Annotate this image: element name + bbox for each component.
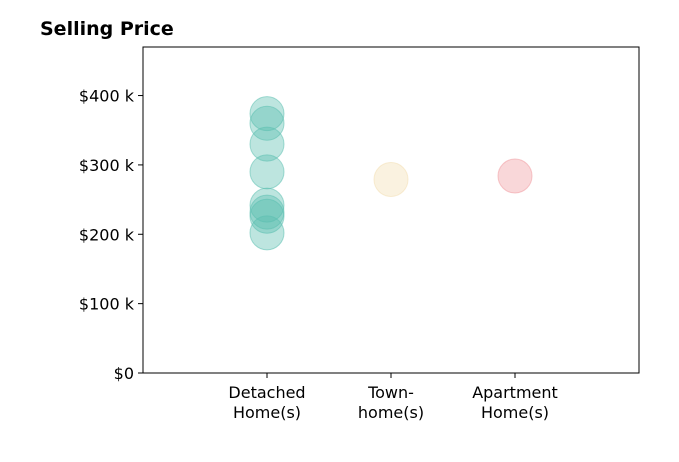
y-tick-label: $400 k (79, 87, 135, 106)
x-tick-label: Detached Home(s) (228, 383, 305, 422)
x-tick-label-line: Apartment (472, 383, 558, 402)
y-tick-label: $200 k (79, 225, 135, 244)
x-axis: Detached Home(s)Town-home(s)Apartment Home… (228, 373, 558, 422)
data-point (249, 194, 285, 230)
y-axis: $0 $100 k $200 k $300 k $400 k (79, 87, 143, 383)
data-point (249, 105, 285, 141)
data-point (249, 126, 285, 162)
data-point (249, 187, 285, 223)
plot-frame (142, 46, 640, 374)
chart-title: Selling Price (40, 18, 174, 40)
x-tick-label-line: home(s) (358, 403, 424, 422)
y-tick-label: $300 k (79, 156, 135, 175)
data-point (497, 158, 533, 194)
x-tick-label-line: Detached (228, 383, 305, 402)
x-tick-label-line: Home(s) (481, 403, 549, 422)
data-point (373, 161, 409, 197)
x-tick-label: Town-home(s) (358, 383, 424, 422)
data-point (249, 215, 285, 251)
data-points (249, 96, 533, 251)
x-tick-label-line: Town- (367, 383, 414, 402)
x-tick-label: Apartment Home(s) (472, 383, 558, 422)
data-point (249, 154, 285, 190)
y-tick-label: $100 k (79, 295, 135, 314)
x-tick-label-line: Home(s) (233, 403, 301, 422)
y-tick-label: $0 (114, 364, 134, 383)
data-point (249, 96, 285, 132)
